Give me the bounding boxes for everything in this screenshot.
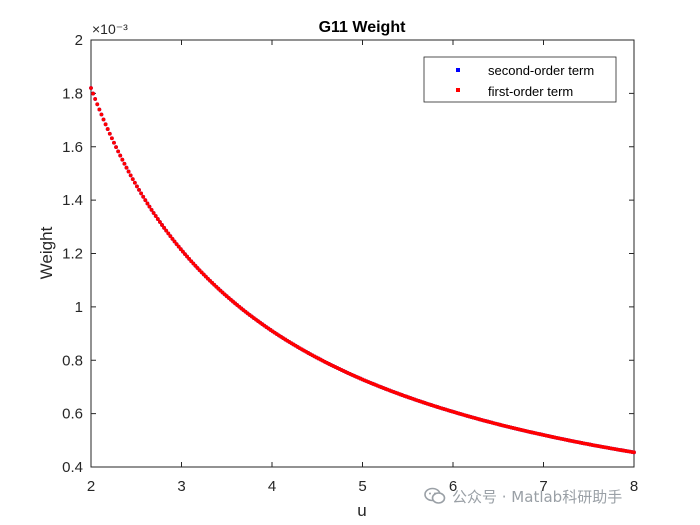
plot-area xyxy=(90,39,635,468)
y-tick-label: 1.8 xyxy=(62,85,83,102)
wechat-icon xyxy=(424,487,446,504)
data-point xyxy=(97,107,102,112)
data-point xyxy=(112,140,116,145)
watermark-text: 公众号 · Matlab科研助手 xyxy=(452,487,623,506)
data-point xyxy=(145,201,150,206)
data-point xyxy=(103,122,108,127)
data-point xyxy=(124,165,129,170)
data-point xyxy=(166,231,171,236)
legend: second-order term first-order term xyxy=(423,56,617,103)
y-tick-label: 1 xyxy=(75,299,83,316)
y-tick-label: 0.4 xyxy=(62,459,83,476)
y-tick-label: 0.6 xyxy=(62,406,83,423)
data-point xyxy=(155,217,160,221)
x-tick-label: 4 xyxy=(268,478,276,495)
data-point xyxy=(101,117,106,122)
data-point xyxy=(128,173,133,178)
data-point xyxy=(89,86,93,90)
series-first-order-term xyxy=(89,86,636,455)
legend-box xyxy=(423,56,617,103)
data-point xyxy=(118,153,123,158)
y-tick-label: 0.8 xyxy=(62,352,83,369)
data-point xyxy=(139,191,144,196)
data-point xyxy=(141,194,146,199)
data-point xyxy=(153,214,158,218)
legend-label-second-order: second-order term xyxy=(488,63,594,78)
data-point xyxy=(132,180,137,185)
data-point xyxy=(109,136,114,141)
data-point xyxy=(162,225,166,230)
x-axis-ticks: 2 3 4 5 6 7 8 xyxy=(87,40,638,495)
series-layer xyxy=(89,86,636,455)
x-axis-label: u xyxy=(357,501,366,520)
y-tick-label: 1.2 xyxy=(62,246,83,263)
y-axis-exponent: ×10⁻³ xyxy=(92,21,128,37)
watermark: 公众号 · Matlab科研助手 xyxy=(424,485,622,507)
data-point xyxy=(135,184,139,189)
y-axis-label: Weight xyxy=(37,226,56,279)
data-point xyxy=(158,220,162,224)
data-point xyxy=(151,211,156,215)
data-point xyxy=(93,97,98,101)
x-tick-label: 7 xyxy=(539,478,547,495)
data-point xyxy=(149,207,154,212)
y-tick-label: 1.4 xyxy=(62,192,83,209)
data-point xyxy=(632,450,636,455)
data-point xyxy=(120,157,125,162)
data-point xyxy=(160,223,164,227)
data-point xyxy=(105,127,110,131)
y-tick-label: 2 xyxy=(75,32,83,49)
data-point xyxy=(99,112,104,117)
legend-label-first-order: first-order term xyxy=(488,84,573,99)
data-point xyxy=(176,244,181,249)
data-point xyxy=(107,131,112,136)
x-tick-label: 6 xyxy=(449,478,457,495)
y-tick-label: 1.6 xyxy=(62,139,83,156)
legend-marker-second-order xyxy=(456,68,460,72)
data-point xyxy=(122,161,127,166)
data-point xyxy=(114,145,118,150)
data-point xyxy=(168,234,173,239)
chart-title: G11 Weight xyxy=(319,19,407,36)
data-point xyxy=(143,198,148,203)
data-point xyxy=(170,236,175,241)
data-point xyxy=(174,242,179,247)
legend-marker-first-order xyxy=(456,88,460,92)
data-point xyxy=(91,91,95,96)
x-tick-label: 5 xyxy=(358,478,366,495)
x-tick-label: 2 xyxy=(87,478,95,495)
data-point xyxy=(147,204,152,209)
x-tick-label: 8 xyxy=(630,478,638,495)
data-point xyxy=(178,247,183,252)
x-tick-label: 3 xyxy=(177,478,185,495)
data-point xyxy=(172,239,177,244)
data-point xyxy=(126,169,131,174)
data-point xyxy=(130,177,135,182)
data-point xyxy=(116,149,121,154)
y-axis-ticks: 0.4 0.6 0.8 1 1.2 1.4 1.6 1.8 2 xyxy=(62,32,634,476)
data-point xyxy=(164,228,169,233)
data-point xyxy=(95,102,100,107)
data-point xyxy=(137,188,141,192)
